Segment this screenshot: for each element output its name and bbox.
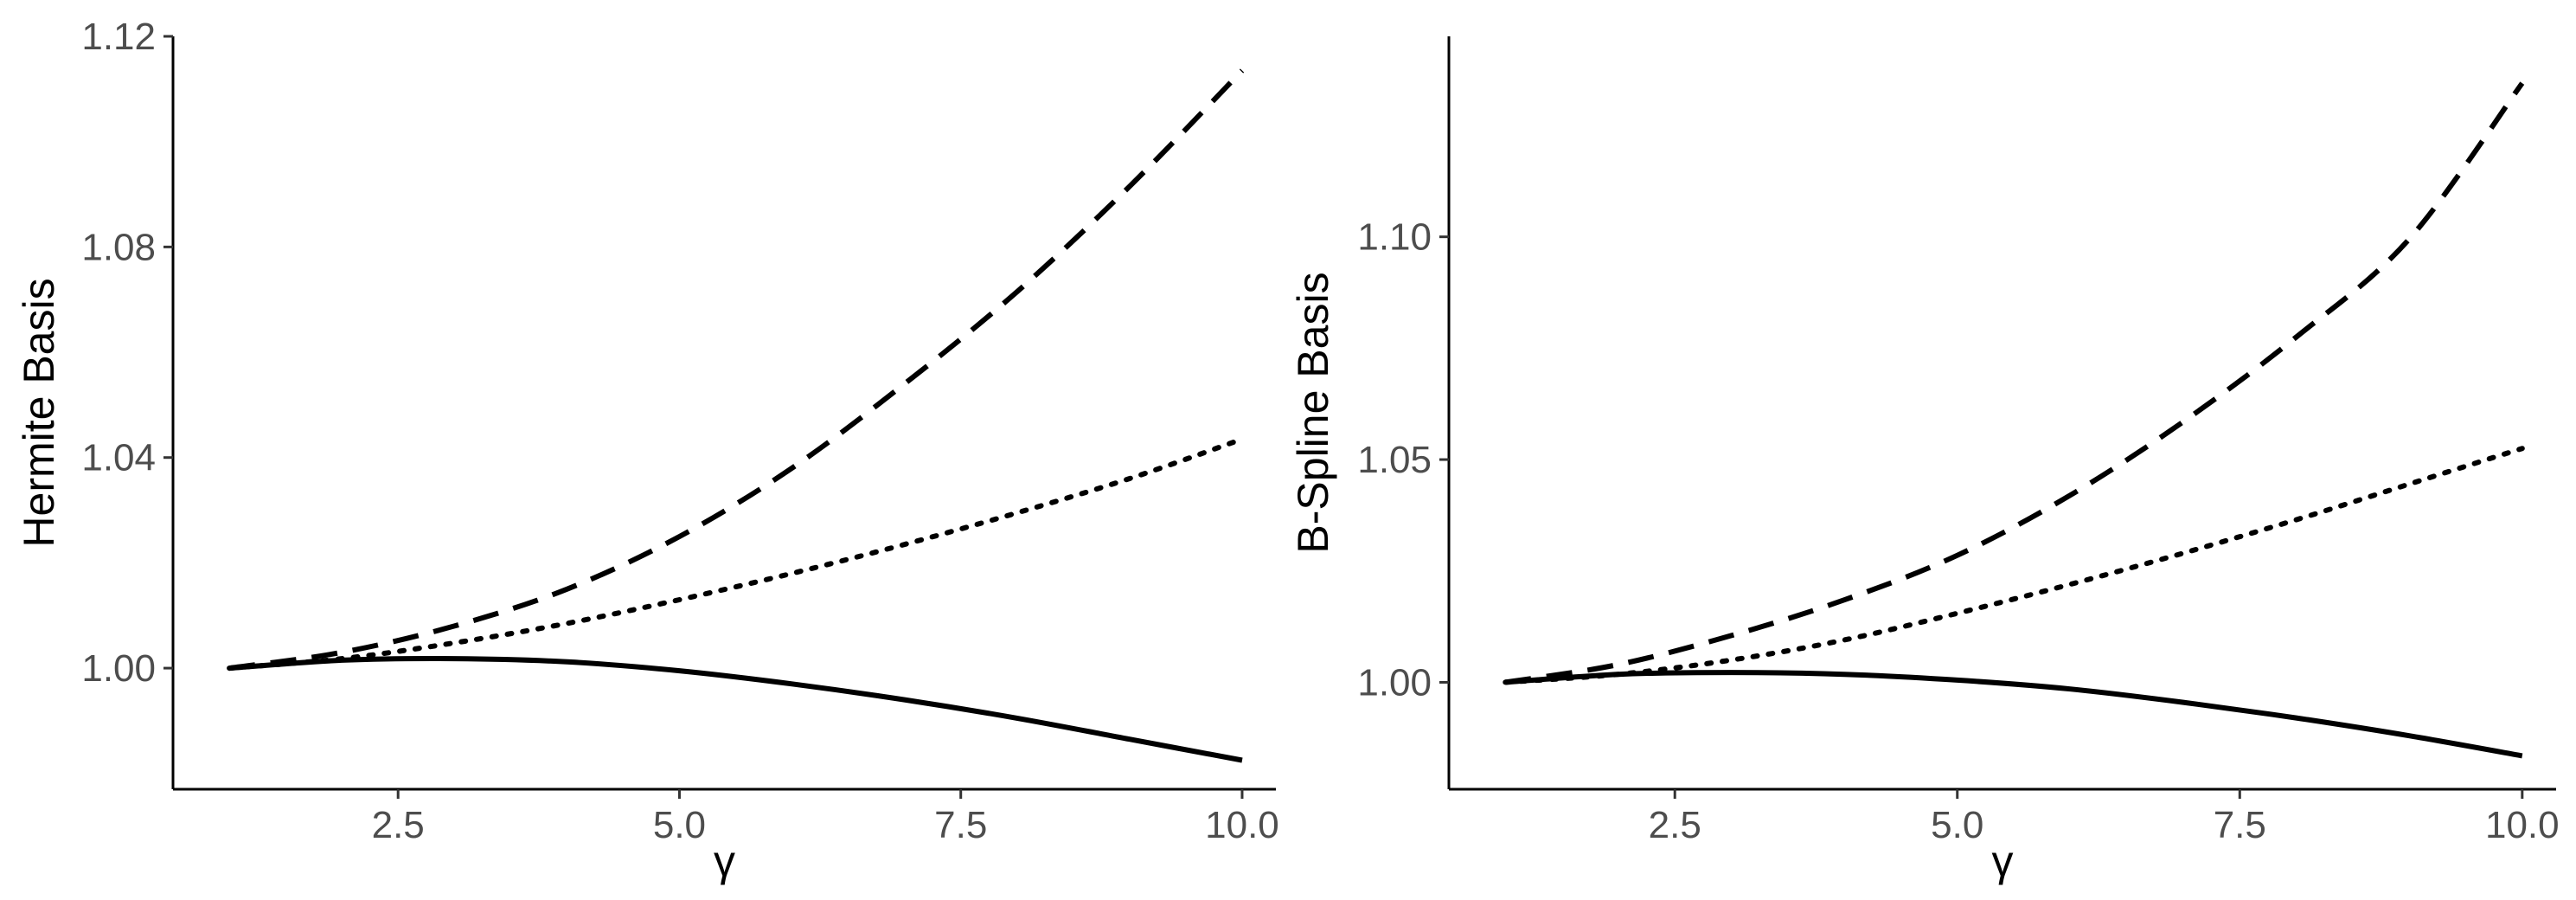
x-tick-label: 7.5 bbox=[2214, 804, 2266, 846]
series-line-solid bbox=[1505, 670, 2523, 759]
series-line-dashed bbox=[1504, 81, 2525, 685]
x-tick-label: 5.0 bbox=[1931, 804, 1983, 846]
x-tick-label: 2.5 bbox=[372, 804, 425, 846]
series-line-dotted bbox=[227, 436, 1245, 672]
x-tick-label: 2.5 bbox=[1649, 804, 1701, 846]
y-tick-label: 1.10 bbox=[1357, 216, 1432, 259]
y-tick-label: 1.04 bbox=[81, 437, 156, 479]
y-tick-label: 1.00 bbox=[81, 647, 156, 690]
y-tick-label: 1.12 bbox=[81, 16, 156, 58]
hermite-basis-panel: 1.00 1.04 1.08 1.12 2.5 5.0 7.5 10.0 γ Hermite Ba… bbox=[15, 16, 1279, 885]
y-axis-title: Hermite Basis bbox=[15, 278, 63, 547]
y-tick-label: 1.05 bbox=[1357, 439, 1432, 481]
x-tick-label: 10.0 bbox=[2485, 804, 2560, 846]
y-axis-title: B-Spline Basis bbox=[1289, 272, 1337, 553]
b-spline-basis-panel: 1.00 1.05 1.10 2.5 5.0 7.5 10.0 γ B-Spline Basis bbox=[1289, 36, 2560, 885]
series-line-solid bbox=[228, 656, 1243, 763]
x-tick-label: 7.5 bbox=[934, 804, 987, 846]
y-tick-label: 1.08 bbox=[81, 226, 156, 268]
series-line-dashed bbox=[228, 68, 1245, 672]
y-tick-label: 1.00 bbox=[1357, 661, 1432, 704]
x-axis-title: γ bbox=[1992, 837, 2014, 885]
x-axis-title: γ bbox=[714, 837, 735, 885]
x-tick-label: 5.0 bbox=[653, 804, 706, 846]
x-tick-label: 10.0 bbox=[1205, 804, 1279, 846]
series-line-dotted bbox=[1503, 446, 2525, 685]
